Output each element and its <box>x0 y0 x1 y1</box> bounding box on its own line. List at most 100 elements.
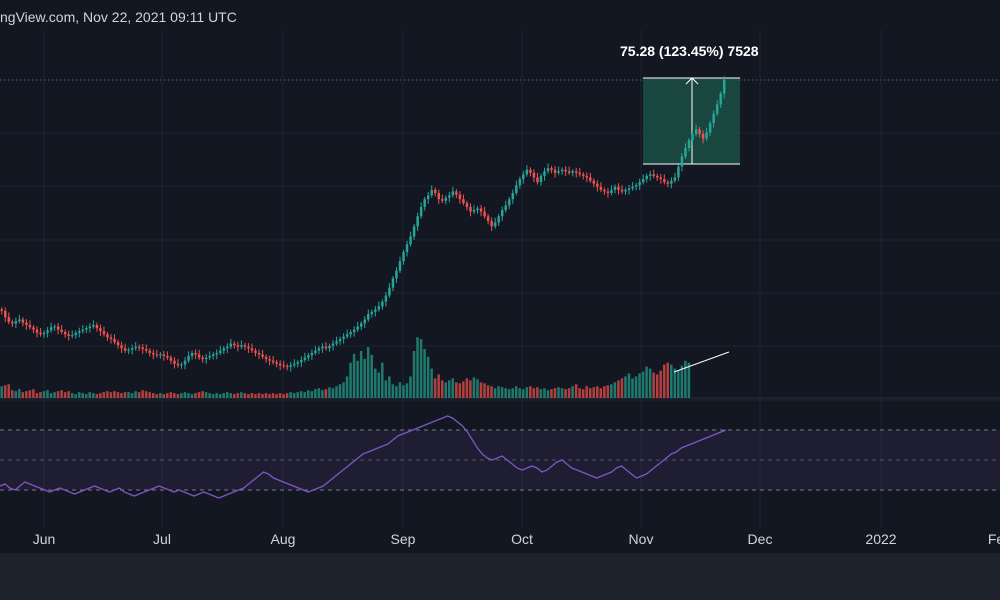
candle-body-22 <box>78 331 81 333</box>
volume-bar-180 <box>634 376 638 398</box>
volume-bar-1 <box>3 385 7 398</box>
volume-bar-12 <box>42 391 46 398</box>
volume-bar-102 <box>359 350 363 398</box>
volume-bar-29 <box>102 392 106 398</box>
volume-bar-55 <box>194 393 197 398</box>
volume-bar-74 <box>261 394 264 398</box>
volume-bar-130 <box>458 383 462 398</box>
candle-body-99 <box>349 331 352 335</box>
volume-bar-154 <box>543 388 546 398</box>
candle-body-34 <box>120 345 123 349</box>
candle-body-145 <box>511 193 515 200</box>
candle-body-88 <box>310 352 314 356</box>
volume-bar-80 <box>282 394 285 398</box>
volume-bar-56 <box>197 392 201 398</box>
volume-bar-16 <box>56 391 60 398</box>
volume-bar-128 <box>451 378 455 398</box>
candle-body-5 <box>18 319 21 322</box>
volume-bar-71 <box>250 393 254 398</box>
volume-bar-86 <box>303 392 307 398</box>
candle-body-59 <box>208 356 211 358</box>
volume-bar-5 <box>18 389 21 398</box>
volume-bar-78 <box>275 394 278 398</box>
candle-body-129 <box>455 191 458 195</box>
volume-bar-92 <box>324 389 328 398</box>
volume-bar-65 <box>229 393 233 398</box>
candle-body-174 <box>613 186 617 190</box>
volume-bar-115 <box>405 383 409 398</box>
candle-body-35 <box>123 348 127 351</box>
volume-bar-188 <box>662 364 666 398</box>
volume-bar-99 <box>349 362 352 398</box>
volume-bar-181 <box>638 373 641 398</box>
volume-bar-75 <box>264 393 268 398</box>
volume-bar-120 <box>423 349 426 398</box>
volume-bar-91 <box>321 390 324 398</box>
x-axis[interactable]: Jun Jul Aug Sep Oct Nov Dec 2022 Fe <box>0 528 1000 553</box>
volume-bar-133 <box>469 380 472 398</box>
volume-bar-121 <box>426 356 430 398</box>
volume-bar-190 <box>670 364 673 398</box>
candle-body-73 <box>257 352 261 355</box>
x-tick-sep: Sep <box>390 531 416 547</box>
volume-bar-38 <box>134 391 137 398</box>
volume-bar-125 <box>440 380 444 398</box>
volume-bar-165 <box>581 389 585 398</box>
volume-bar-173 <box>610 384 613 398</box>
volume-bar-105 <box>370 354 373 398</box>
volume-bar-48 <box>169 392 173 398</box>
candle-body-105 <box>370 311 374 315</box>
candle-body-140 <box>493 222 497 227</box>
volume-bar-116 <box>409 376 412 398</box>
candle-body-106 <box>374 309 377 312</box>
volume-bar-85 <box>299 391 303 398</box>
candle-body-18 <box>63 331 67 335</box>
volume-bar-60 <box>211 394 215 398</box>
volume-bar-21 <box>74 394 77 398</box>
volume-bar-13 <box>46 390 49 398</box>
volume-bar-62 <box>218 394 222 398</box>
volume-bars <box>0 337 691 398</box>
candle-body-6 <box>21 319 25 323</box>
volume-bar-27 <box>95 394 99 398</box>
candle-body-72 <box>254 350 257 353</box>
volume-bar-126 <box>444 382 447 398</box>
candle-body-76 <box>268 359 271 361</box>
candle-body-26 <box>92 324 95 327</box>
volume-bar-142 <box>500 387 504 398</box>
candle-body-40 <box>141 347 144 350</box>
candle-body-23 <box>81 329 85 332</box>
volume-bar-139 <box>490 386 493 398</box>
candle-body-39 <box>137 346 141 348</box>
volume-bar-122 <box>430 368 433 398</box>
candle-body-65 <box>229 343 233 347</box>
volume-bar-51 <box>180 393 183 398</box>
candle-body-16 <box>56 326 60 330</box>
candle-body-52 <box>183 360 187 365</box>
candle-body-136 <box>479 208 483 212</box>
candle-body-158 <box>557 171 560 173</box>
volume-bar-110 <box>388 376 391 398</box>
volume-bar-22 <box>77 392 81 398</box>
candle-body-20 <box>71 335 74 337</box>
volume-bar-144 <box>507 389 511 398</box>
candle-body-67 <box>236 345 240 347</box>
volume-bar-189 <box>666 362 670 398</box>
volume-bar-166 <box>585 386 588 398</box>
volume-bar-54 <box>190 394 194 398</box>
volume-bar-175 <box>617 380 620 398</box>
volume-bar-106 <box>373 368 377 398</box>
volume-bar-183 <box>645 366 648 398</box>
volume-bar-47 <box>166 393 169 398</box>
candle-body-128 <box>451 191 455 196</box>
volume-bar-49 <box>173 393 176 398</box>
volume-bar-101 <box>356 360 359 398</box>
candle-body-55 <box>194 352 197 355</box>
candle-body-165 <box>582 174 585 176</box>
candle-body-84 <box>296 362 300 364</box>
candle-body-21 <box>74 332 78 336</box>
volume-bar-153 <box>539 389 543 398</box>
volume-bar-192 <box>677 370 680 398</box>
volume-bar-169 <box>596 386 599 398</box>
